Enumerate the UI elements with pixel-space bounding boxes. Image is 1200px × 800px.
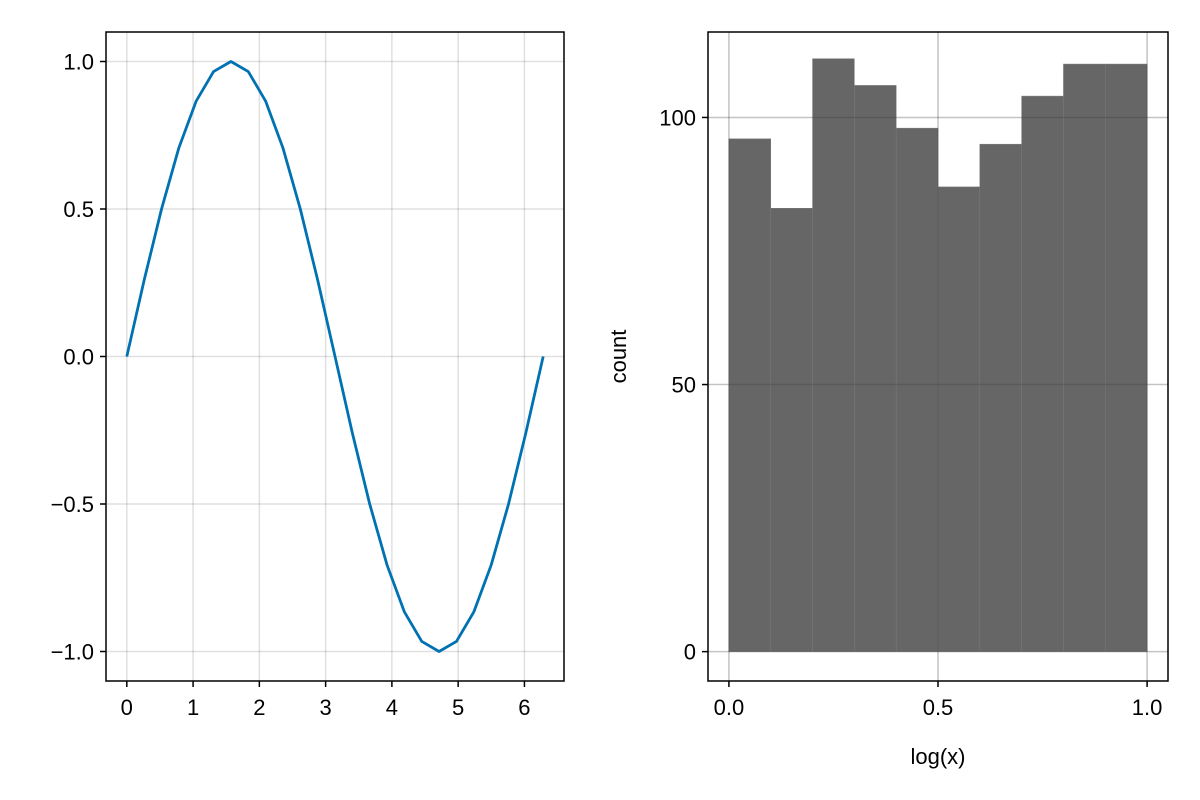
left-y-tick-label: 0.0 (63, 345, 94, 370)
histogram-bar (979, 143, 1022, 652)
left-x-tick-label: 3 (319, 695, 331, 720)
right-x-tick-label: 0.0 (714, 695, 745, 720)
right-y-tick-label: 0 (684, 640, 696, 665)
histogram-bar (1063, 63, 1106, 652)
histogram-bar (812, 58, 855, 652)
left-y-tick-label: −0.5 (51, 492, 94, 517)
histogram-bar (1021, 95, 1064, 652)
histogram-bar (728, 138, 771, 652)
left-y-tick-label: 1.0 (63, 50, 94, 75)
sine-series-line (125, 60, 545, 653)
histogram-bar (770, 208, 813, 652)
left-x-tick-label: 1 (187, 695, 199, 720)
histogram-bar (895, 127, 939, 652)
histogram-bar (854, 85, 897, 652)
left-x-tick-label: 4 (386, 695, 398, 720)
right-y-tick-label: 100 (659, 105, 696, 130)
left-x-tick-label: 6 (518, 695, 530, 720)
right-x-tick-label: 1.0 (1132, 695, 1163, 720)
left-x-tick-label: 0 (121, 695, 133, 720)
left-x-tick-label: 5 (452, 695, 464, 720)
sine-line-chart: 0 1 2 3 4 5 6 −1.0 −0.5 0.0 0.5 1.0 (51, 31, 565, 720)
left-y-tick-label: 0.5 (63, 197, 94, 222)
right-x-tick-label: 0.5 (923, 695, 954, 720)
right-y-tick-label: 50 (672, 373, 696, 398)
histogram-chart: 0.0 0.5 1.0 0 50 100 log(x) count (606, 31, 1169, 769)
histogram-bar (1105, 63, 1148, 652)
histogram-x-axis-title: log(x) (910, 744, 965, 769)
histogram-bar (937, 186, 981, 652)
left-x-tick-label: 2 (253, 695, 265, 720)
left-y-tick-label: −1.0 (51, 640, 94, 665)
histogram-y-axis-title: count (606, 330, 631, 384)
